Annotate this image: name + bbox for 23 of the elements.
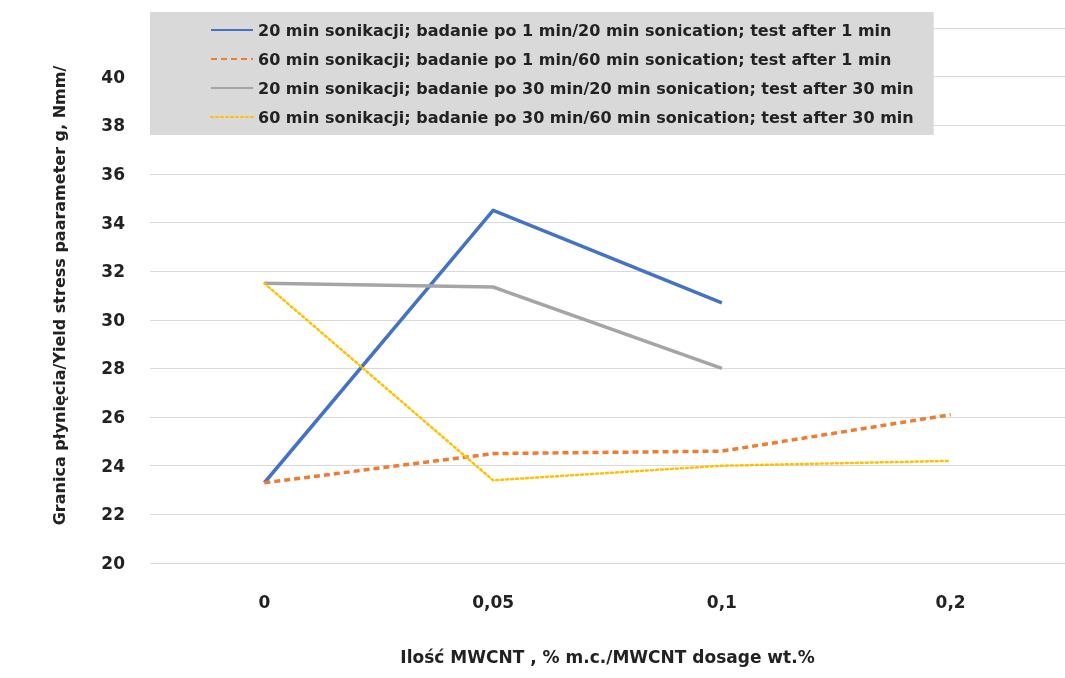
x-tick-label: 0,2 — [935, 591, 966, 612]
legend-label: 60 min sonikacji; badanie po 1 min/60 min sonication; test after 1 min — [258, 49, 892, 69]
legend-label: 20 min sonikacji; badanie po 1 min/20 min sonication; test after 1 min — [258, 20, 892, 40]
y-tick-label: 28 — [101, 358, 125, 379]
legend-label: 20 min sonikacji; badanie po 30 min/20 min sonication; test after 30 min — [258, 78, 914, 98]
x-tick-label: 0 — [258, 591, 271, 612]
y-tick-label: 36 — [101, 163, 125, 184]
y-tick-label: 34 — [101, 212, 126, 233]
y-tick-label: 40 — [101, 66, 126, 87]
y-tick-label: 24 — [101, 455, 126, 476]
line-series — [262, 412, 953, 485]
y-tick-label: 22 — [101, 504, 125, 525]
legend-label: 60 min sonikacji; badanie po 30 min/60 min sonication; test after 30 min — [258, 107, 914, 127]
x-axis-title: Ilość MWCNT , % m.c./MWCNT dosage wt.% — [400, 646, 815, 667]
y-tick-label: 20 — [101, 553, 126, 573]
y-tick-label: 38 — [101, 115, 125, 136]
x-tick-label: 0,1 — [706, 591, 737, 612]
x-tick-label: 0,05 — [472, 591, 515, 612]
y-tick-label: 32 — [101, 261, 125, 282]
y-tick-label: 26 — [101, 407, 125, 428]
line-series — [263, 282, 952, 482]
y-tick-label: 30 — [101, 309, 126, 330]
y-axis-title: Granica płynięcia/Yield stress paarameter g, Nmm/ — [49, 65, 69, 526]
